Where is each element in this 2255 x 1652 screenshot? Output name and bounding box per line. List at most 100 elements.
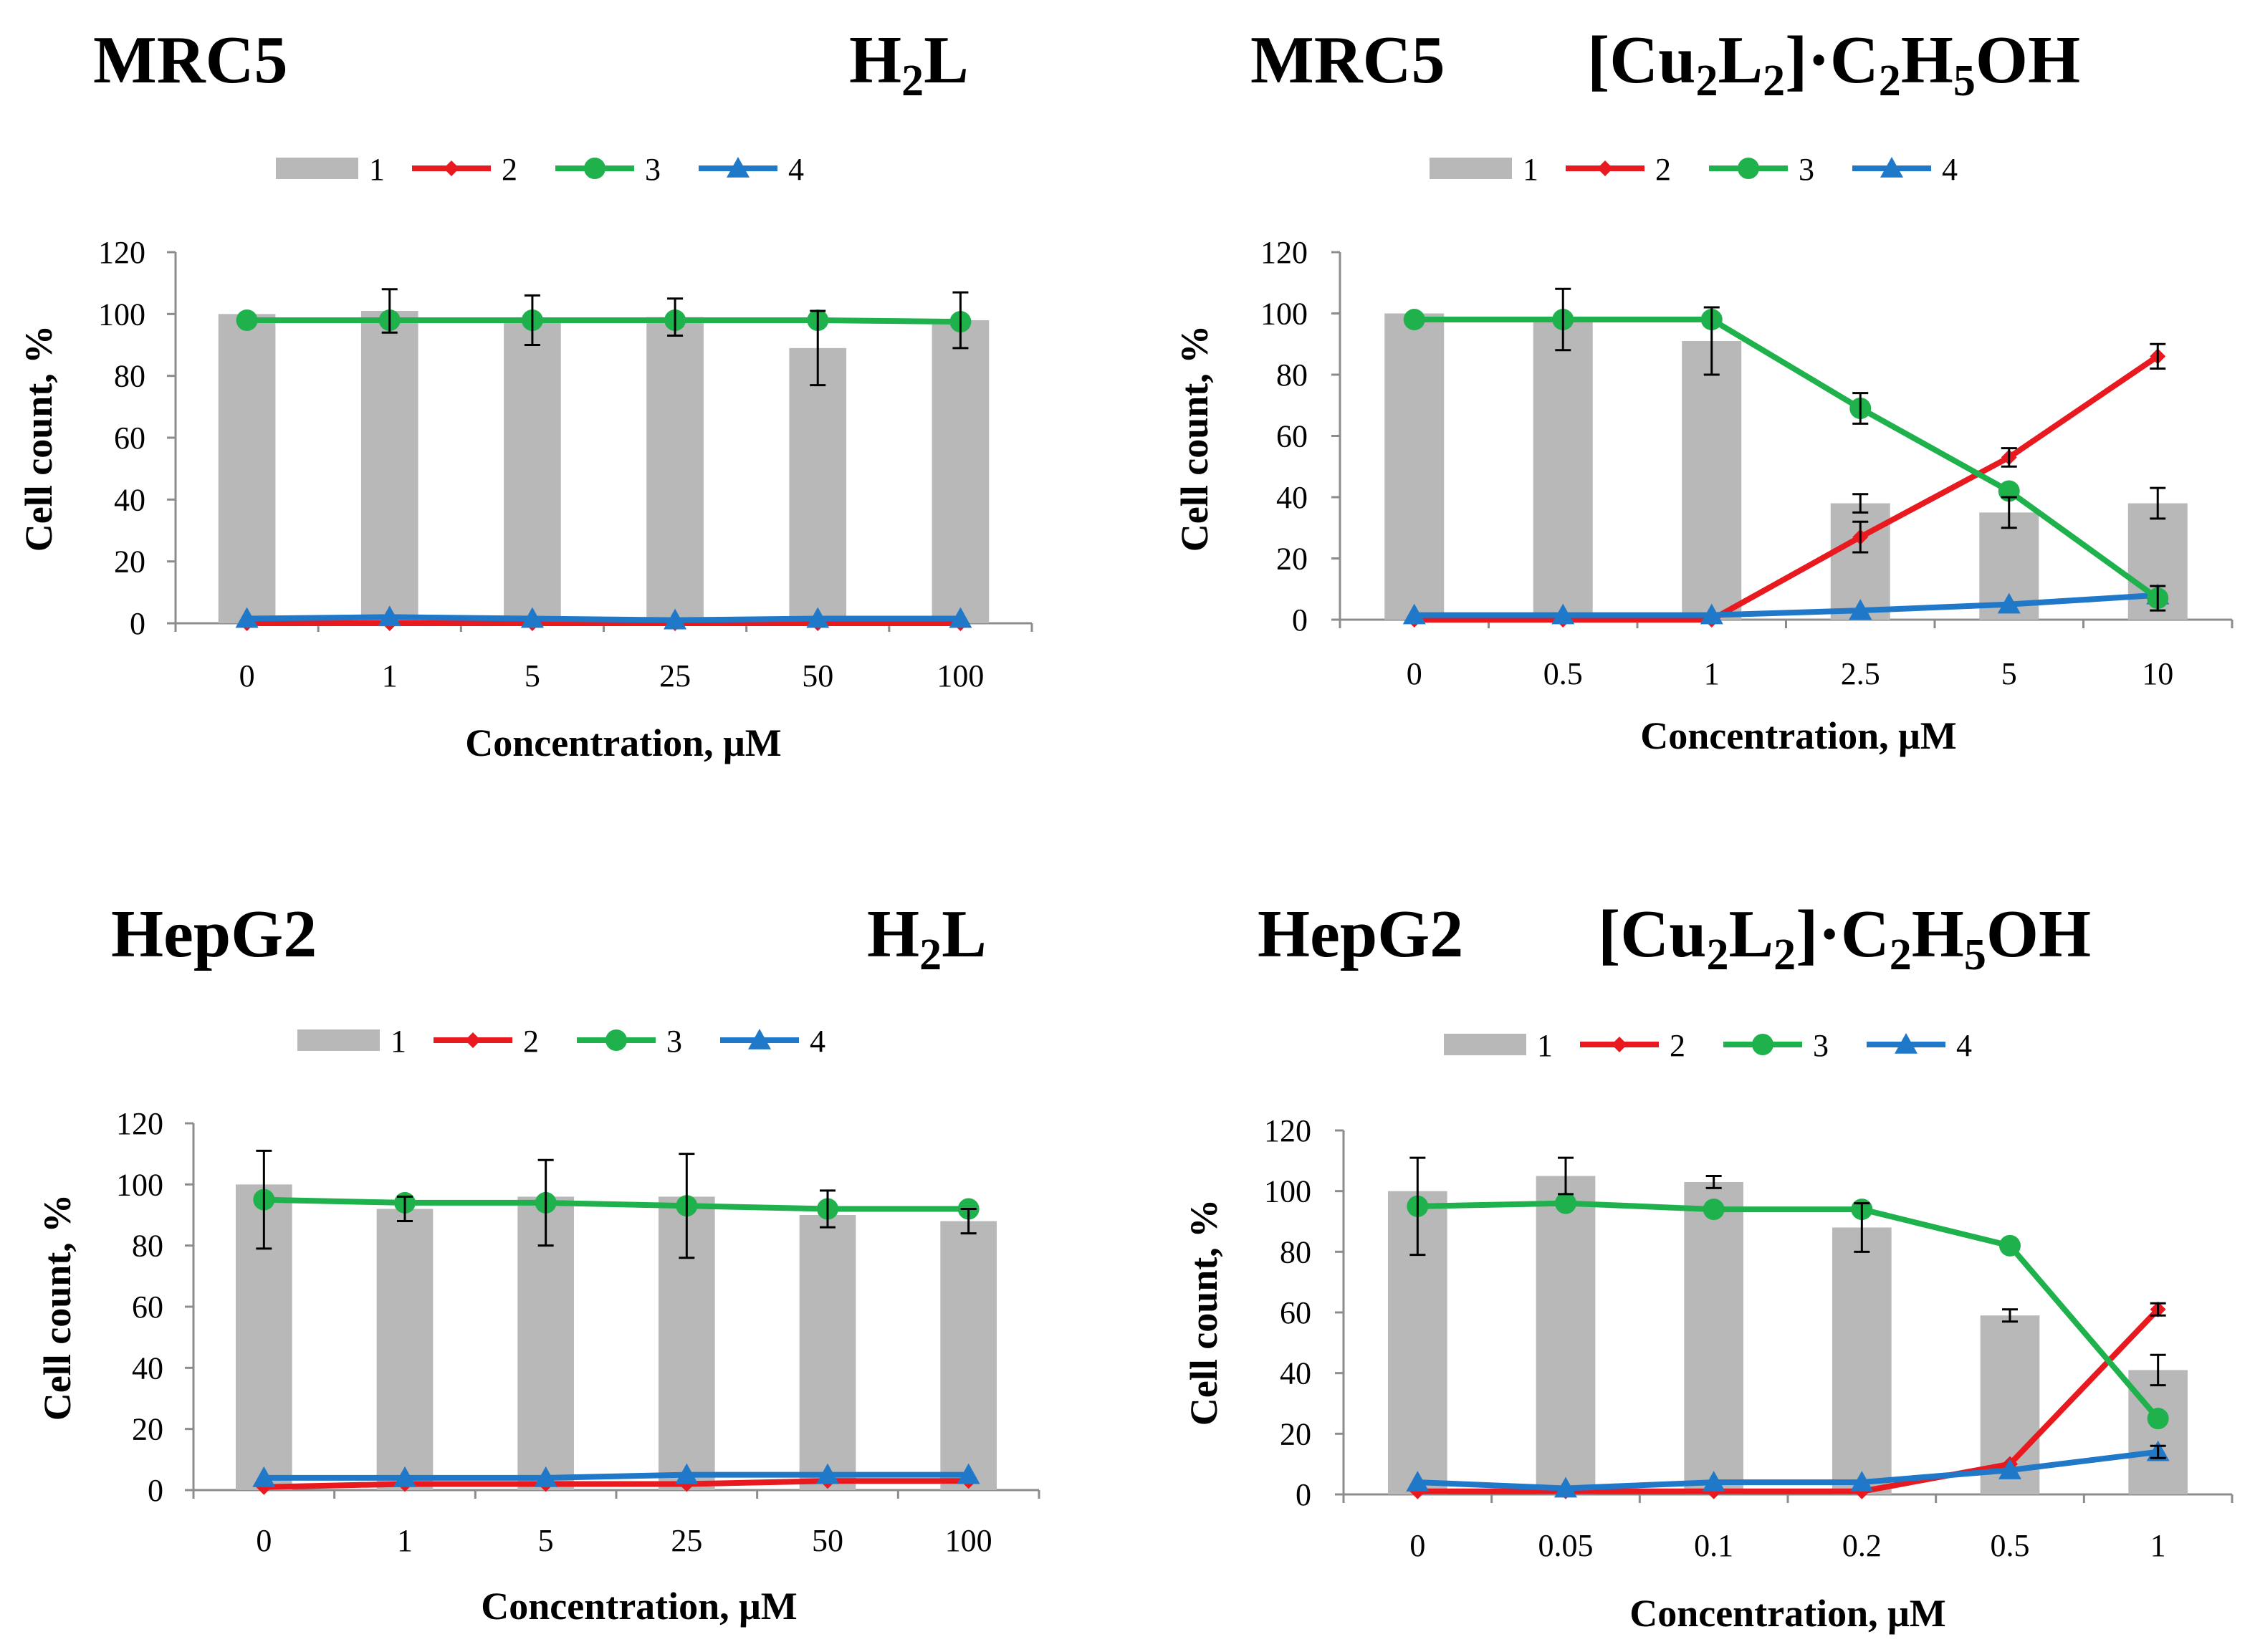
series-marker — [2147, 1408, 2169, 1430]
legend-label: 4 — [788, 152, 804, 187]
x-tick-label: 5 — [2001, 656, 2017, 691]
x-tick-label: 0.2 — [1842, 1528, 1882, 1563]
y-tick-label: 60 — [114, 421, 145, 456]
series-marker — [1597, 160, 1613, 176]
series-line-2 — [1417, 1307, 2160, 1494]
x-tick-label: 25 — [671, 1523, 702, 1558]
series-marker — [378, 605, 401, 627]
series-marker — [235, 607, 259, 628]
x-tick-label: 0 — [1409, 1528, 1425, 1563]
legend-label: 4 — [1942, 152, 1958, 187]
series-marker — [748, 1029, 771, 1050]
series-marker — [1752, 1034, 1773, 1055]
series-marker — [727, 157, 750, 178]
legend-label: 2 — [1655, 152, 1671, 187]
y-axis-label: Cell count, % — [36, 1194, 79, 1421]
y-tick-label: 100 — [98, 297, 145, 332]
series-line-2 — [1414, 354, 2160, 623]
y-tick-label: 40 — [1280, 1356, 1311, 1391]
x-tick-label: 0.5 — [1543, 656, 1583, 691]
y-tick-label: 60 — [1280, 1295, 1311, 1330]
series-line-4 — [264, 1471, 969, 1481]
legend-label: 1 — [369, 152, 385, 187]
y-tick-label: 80 — [114, 359, 145, 394]
bar — [1682, 340, 1742, 620]
y-axis-label: Cell count, % — [1182, 1199, 1225, 1426]
bar — [2128, 1370, 2188, 1494]
bar — [1684, 1181, 1743, 1494]
chart-title-compound: H2L — [867, 897, 987, 979]
bar — [1832, 1227, 1892, 1494]
bar — [646, 317, 704, 623]
series-marker — [1738, 158, 1759, 179]
legend-swatch-bar — [297, 1029, 380, 1051]
x-tick-label: 0 — [239, 658, 255, 693]
legend: 1 2 3 4 — [276, 152, 804, 187]
x-tick-label: 2.5 — [1841, 656, 1880, 691]
series-marker — [584, 158, 605, 179]
series-marker — [236, 309, 258, 331]
x-tick-label: 50 — [812, 1523, 843, 1558]
series-marker — [1895, 1033, 1918, 1054]
bar — [360, 311, 418, 623]
x-tick-label: 0.5 — [1991, 1528, 2030, 1563]
x-tick-label: 100 — [937, 658, 984, 693]
y-tick-label: 20 — [132, 1412, 163, 1447]
legend-label: 1 — [1537, 1028, 1553, 1063]
x-axis-label: Concentration, μM — [1629, 1592, 1946, 1635]
series-marker — [1880, 157, 1903, 178]
y-axis-label: Cell count, % — [17, 325, 60, 552]
series-line-3 — [246, 317, 961, 325]
series-marker — [252, 1466, 276, 1487]
series-line-4 — [1414, 592, 2158, 618]
legend-label: 1 — [391, 1024, 406, 1059]
x-tick-label: 50 — [802, 658, 833, 693]
series-marker — [605, 1029, 627, 1051]
bar — [940, 1221, 997, 1490]
series-marker — [806, 607, 830, 628]
x-tick-label: 5 — [525, 658, 540, 693]
x-tick-label: 1 — [1704, 656, 1720, 691]
x-tick-label: 0 — [256, 1523, 272, 1558]
chart-title-cell-line: MRC5 — [1250, 23, 1445, 97]
chart-title-compound: H2L — [849, 23, 969, 105]
legend: 1 2 3 4 — [297, 1024, 825, 1059]
series-marker — [520, 607, 544, 628]
x-tick-label: 1 — [397, 1523, 413, 1558]
y-tick-label: 40 — [114, 482, 145, 517]
bar — [1384, 313, 1445, 620]
x-tick-label: 0 — [1407, 656, 1422, 691]
bar — [376, 1209, 434, 1490]
y-tick-label: 120 — [1260, 235, 1308, 270]
series-marker — [1850, 1471, 1874, 1492]
x-tick-label: 10 — [2142, 656, 2173, 691]
x-tick-label: 100 — [945, 1523, 992, 1558]
y-tick-label: 0 — [148, 1473, 163, 1508]
series-line-3 — [1414, 317, 2160, 601]
legend-swatch-bar — [276, 158, 358, 179]
chart-title-compound: [Cu2L2]·C2H5OH — [1598, 897, 2091, 979]
bar — [1533, 320, 1593, 620]
legend-label: 2 — [502, 152, 517, 187]
legend-label: 4 — [1956, 1028, 1972, 1063]
series-line-4 — [246, 614, 961, 623]
series-marker — [393, 1466, 416, 1487]
y-tick-label: 80 — [1280, 1234, 1311, 1269]
y-tick-label: 60 — [132, 1290, 163, 1325]
x-tick-label: 1 — [382, 658, 398, 693]
y-tick-label: 80 — [1276, 357, 1308, 393]
series-marker — [664, 608, 687, 630]
legend-label: 3 — [645, 152, 661, 187]
series-marker — [957, 1463, 980, 1484]
x-tick-label: 25 — [659, 658, 691, 693]
legend-label: 1 — [1523, 152, 1538, 187]
series-marker — [949, 607, 972, 628]
series-marker — [1554, 1476, 1577, 1498]
legend-label: 3 — [1813, 1028, 1829, 1063]
y-tick-label: 60 — [1276, 419, 1308, 454]
series-marker — [1551, 603, 1575, 625]
